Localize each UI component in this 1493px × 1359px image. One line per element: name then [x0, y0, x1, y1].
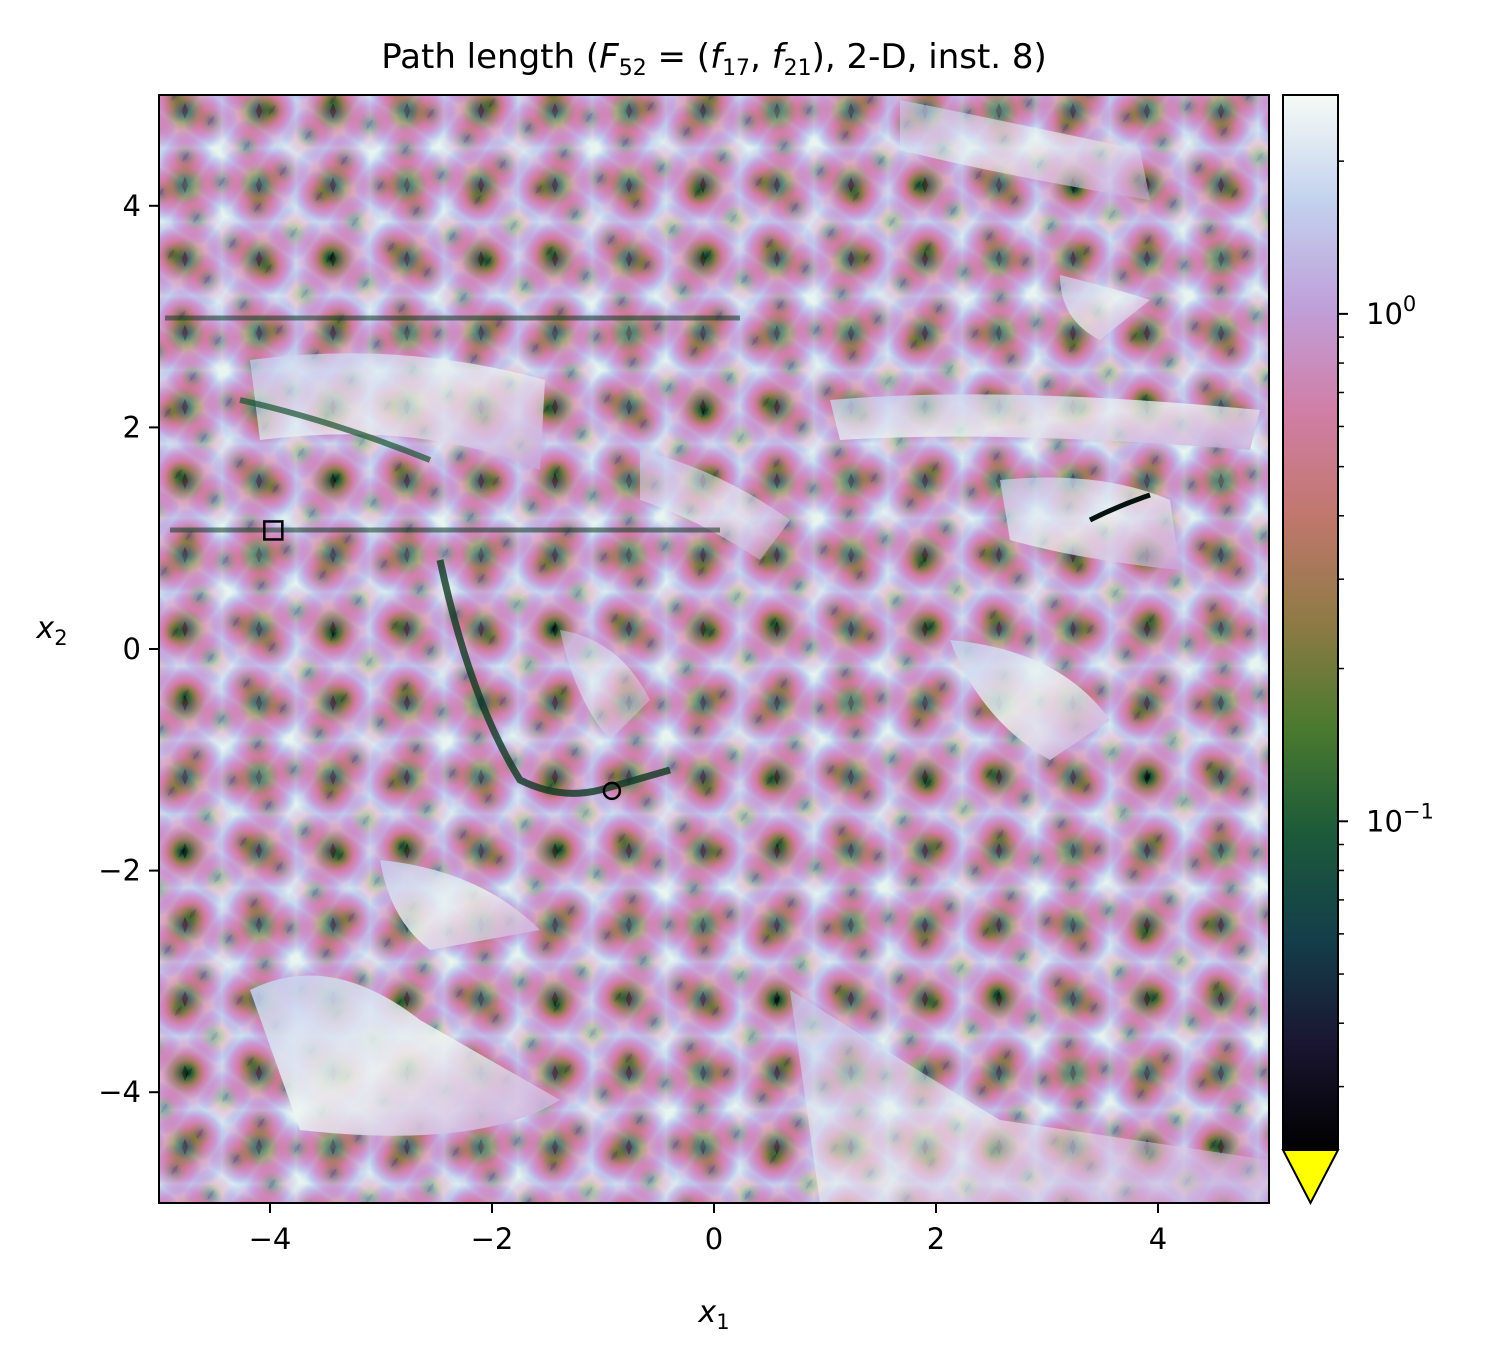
- colorbar-tick-label: 10−1: [1366, 799, 1434, 838]
- colorbar-tick-label: 100: [1366, 292, 1416, 331]
- y-tick-label: −2: [98, 854, 141, 888]
- markers: [263, 520, 622, 801]
- colorbar-gradient: [1283, 95, 1338, 1150]
- x-axis-ticks: −4 −2 0 2 4: [249, 1203, 1167, 1256]
- y-tick-label: 2: [123, 410, 141, 444]
- x-tick-label: 0: [705, 1222, 723, 1256]
- y-tick-label: −4: [98, 1075, 141, 1109]
- x-tick-label: −4: [249, 1222, 292, 1256]
- y-tick-label: 4: [123, 189, 141, 223]
- y-axis-label: x2: [35, 611, 67, 650]
- colorbar-extend-min: [1281, 1149, 1340, 1206]
- colorbar: 100 10−1: [1281, 94, 1434, 1206]
- colorbar-ticks: 100 10−1: [1338, 160, 1434, 1088]
- heatmap-image: [159, 95, 1269, 1203]
- y-axis-ticks: −4 −2 0 2 4: [98, 189, 159, 1109]
- square-marker: [263, 520, 284, 541]
- x-tick-label: −2: [471, 1222, 514, 1256]
- colorbar-frame: [1282, 94, 1339, 1150]
- y-tick-label: 0: [123, 632, 141, 666]
- x-tick-label: 4: [1149, 1222, 1167, 1256]
- x-tick-label: 2: [927, 1222, 945, 1256]
- chart-title: Path length (F52 = (f17, f21), 2-D, inst…: [381, 37, 1047, 81]
- circle-marker: [602, 781, 622, 801]
- x-axis-label: x1: [697, 1295, 729, 1334]
